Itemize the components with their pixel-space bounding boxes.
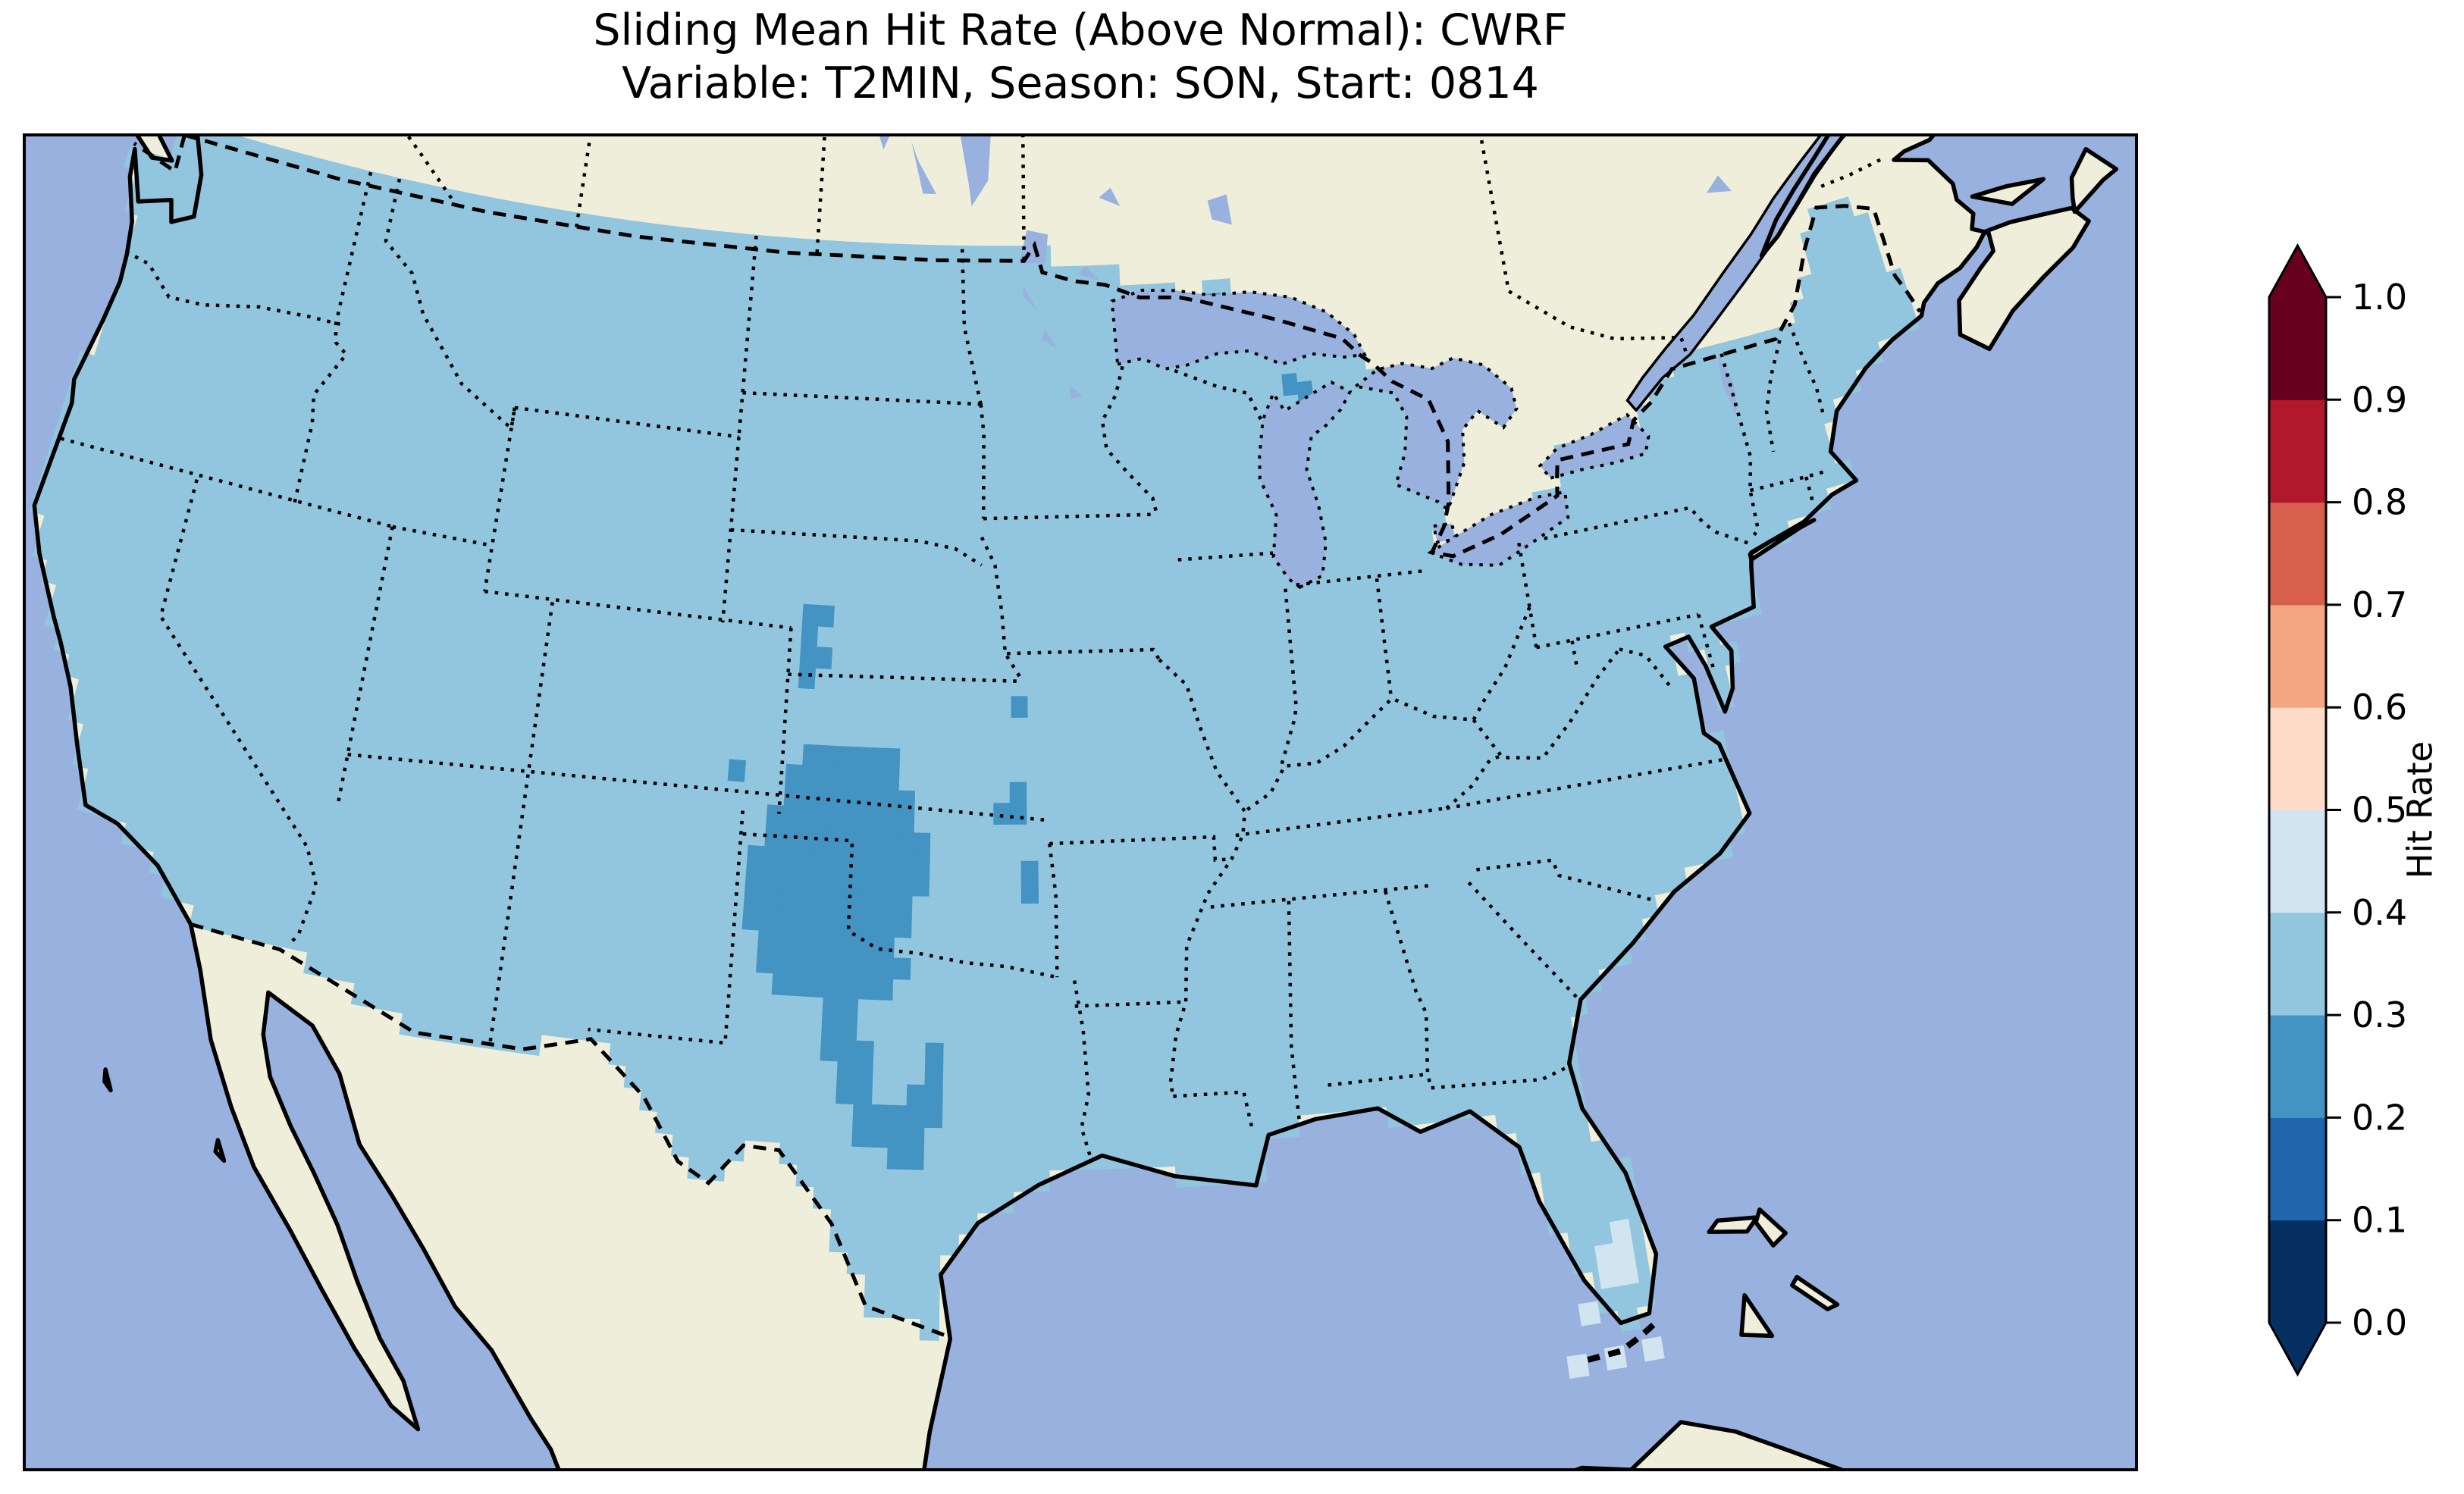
colorbar-under-arrow-icon: [2269, 1323, 2326, 1374]
state-border: [60, 437, 395, 529]
state-border: [1764, 340, 1782, 453]
state-border: [983, 512, 1157, 521]
colorbar-tick-label-0.5: 0.5: [2352, 790, 2407, 831]
state-border: [730, 528, 983, 567]
state-border: [392, 525, 493, 547]
colorbar-label: Hit Rate: [2400, 741, 2440, 879]
title-line-1: Sliding Mean Hit Rate (Above Normal): CW…: [593, 5, 1568, 55]
great-lake: [1110, 288, 1368, 371]
state-border: [737, 236, 758, 437]
colorbar-tick-label-0.4: 0.4: [2352, 892, 2407, 933]
state-border: [384, 178, 517, 432]
state-border: [1074, 1000, 1187, 1008]
state-border: [514, 406, 739, 439]
colorbar-bin-8: [2269, 399, 2326, 503]
colorbar-tick-label-0.6: 0.6: [2352, 687, 2407, 728]
state-border: [1384, 891, 1433, 1088]
colorbar-bin-5: [2269, 707, 2326, 810]
state-border: [484, 589, 792, 630]
great-lake: [1538, 412, 1651, 480]
borders-layer: [60, 133, 1922, 1339]
colorbar-tick-label-0.3: 0.3: [2352, 994, 2407, 1035]
cells-hit-rate-0.4-0.5: [1566, 1218, 1665, 1379]
title-line-2: Variable: T2MIN, Season: SON, Start: 081…: [622, 58, 1539, 108]
country-border: [190, 922, 949, 1339]
state-border: [1517, 543, 1538, 648]
state-border: [980, 536, 1024, 683]
state-border: [1478, 133, 1689, 356]
state-border: [1296, 569, 1423, 587]
florida-keys: [1587, 1319, 1660, 1363]
state-border: [1619, 647, 1672, 687]
state-border: [1446, 757, 1727, 810]
colorbar-bin-2: [2269, 1015, 2326, 1118]
state-border: [1287, 900, 1302, 1121]
state-border: [1235, 807, 1447, 838]
state-border: [788, 672, 1023, 684]
colorbar-tick-label-1.0: 1.0: [2352, 277, 2407, 318]
state-border: [1100, 365, 1159, 515]
us-hit-rate-map: [23, 133, 2138, 1471]
colorbar-over-arrow-icon: [2269, 246, 2326, 297]
state-border: [1210, 883, 1434, 909]
figure-title: Sliding Mean Hit Rate (Above Normal): CW…: [23, 5, 2138, 110]
state-border: [1749, 468, 1829, 493]
colorbar-tick-label-0.1: 0.1: [2352, 1200, 2407, 1241]
colorbar: 0.0 0.1 0.2 0.3 0.4 0.5 0.6 0.7 0.8 0.9 1.0 Hit Rat…: [2268, 243, 2440, 1377]
colorbar-tick-label-0.9: 0.9: [2352, 379, 2407, 420]
cells-hit-rate-0.2-0.3: [727, 293, 1314, 1170]
state-border: [1048, 843, 1059, 978]
coastline-layer: [32, 133, 2119, 1471]
colorbar-bin-9: [2269, 297, 2326, 400]
state-border: [1328, 1072, 1428, 1087]
colorbar-bin-7: [2269, 502, 2326, 606]
state-border: [1158, 658, 1247, 1097]
colorbar-tick-label-0.7: 0.7: [2352, 584, 2407, 625]
country-border: [183, 133, 1922, 559]
colorbar-tick-label-0.0: 0.0: [2352, 1302, 2407, 1343]
state-border: [777, 628, 793, 814]
state-border: [1536, 612, 1699, 650]
great-lake: [1258, 381, 1353, 590]
state-border: [1445, 754, 1503, 810]
state-border: [1049, 835, 1232, 863]
state-border: [292, 171, 373, 506]
state-border: [1570, 641, 1578, 666]
map-frame: [23, 133, 2138, 1471]
colorbar-bin-3: [2269, 912, 2326, 1016]
state-border: [336, 526, 394, 805]
state-border: [742, 832, 1058, 979]
state-border: [1544, 506, 1750, 546]
state-border: [487, 602, 554, 1045]
colorbar-panel: 0.0 0.1 0.2 0.3 0.4 0.5 0.6 0.7 0.8 0.9 1.0 Hit Rat…: [2221, 189, 2464, 1448]
state-border: [1174, 368, 1263, 421]
great-lake: [1352, 356, 1519, 513]
state-border: [1173, 1090, 1254, 1130]
colorbar-tick-label-0.8: 0.8: [2352, 482, 2407, 523]
state-border: [1787, 322, 1826, 419]
state-border: [125, 250, 340, 326]
state-border: [1243, 606, 1531, 813]
colorbar-tick-label-0.2: 0.2: [2352, 1097, 2407, 1138]
state-border: [1072, 980, 1092, 1157]
colorbar-bin-4: [2269, 810, 2326, 913]
colorbar-bin-1: [2269, 1117, 2326, 1221]
state-border: [1476, 858, 1655, 903]
map-panel: [23, 133, 2138, 1471]
state-border: [483, 407, 517, 592]
state-border: [403, 133, 456, 205]
state-border: [1007, 647, 1161, 661]
great-lake: [1427, 490, 1570, 567]
state-border: [1467, 881, 1583, 1004]
colorbar-bin-0: [2269, 1220, 2326, 1323]
state-border: [1820, 158, 1882, 188]
colorbar-bin-6: [2269, 604, 2326, 708]
